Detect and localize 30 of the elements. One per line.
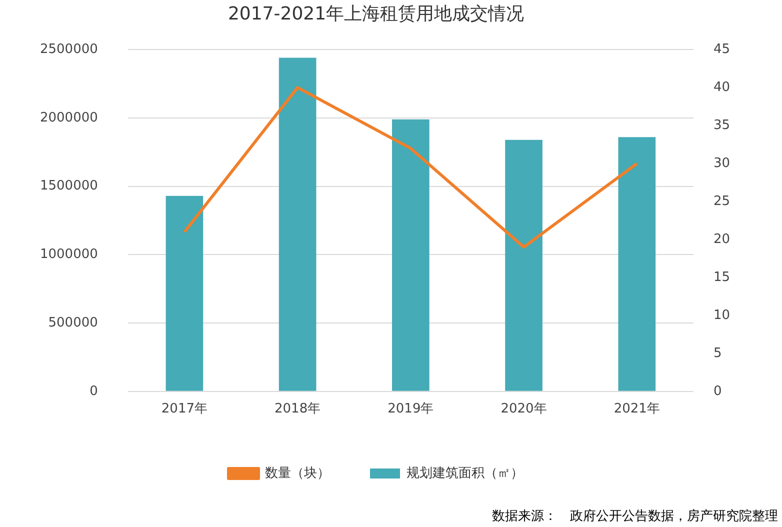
- y-tick-label: 1500000: [40, 178, 98, 194]
- x-tick-label: 2018年: [274, 402, 321, 417]
- x-tick-label: 2017年: [161, 402, 208, 417]
- y-tick-label: 0: [90, 384, 98, 399]
- y2-tick-label: 5: [713, 346, 722, 361]
- bar: [166, 196, 204, 391]
- x-tick-label: 2021年: [614, 402, 660, 417]
- y2-tick-label: 30: [713, 156, 730, 171]
- bar: [618, 137, 656, 391]
- y-tick-label: 500000: [48, 315, 98, 330]
- y2-tick-label: 45: [713, 42, 730, 57]
- y2-tick-label: 35: [713, 118, 730, 133]
- y-tick-label: 1000000: [40, 247, 98, 262]
- y2-tick-label: 20: [713, 232, 730, 247]
- chart-title: 2017-2021年上海租赁用地成交情况: [228, 3, 524, 24]
- bar: [505, 140, 542, 391]
- y-tick-label: 2000000: [40, 110, 98, 126]
- y2-tick-label: 10: [713, 308, 730, 323]
- x-tick-label: 2020年: [500, 402, 547, 417]
- legend-label: 规划建筑面积（㎡）: [406, 466, 524, 481]
- source-note: 数据来源： 政府公开公告数据，房产研究院整理: [492, 508, 778, 525]
- y2-tick-label: 25: [713, 194, 730, 209]
- y2-tick-label: 40: [713, 80, 730, 95]
- y2-tick-label: 15: [713, 270, 730, 285]
- bar: [278, 58, 316, 391]
- y2-tick-label: 0: [713, 384, 722, 399]
- bar: [392, 119, 430, 391]
- x-tick-label: 2019年: [388, 402, 434, 417]
- legend-label: 数量（块）: [265, 466, 330, 481]
- y-tick-label: 2500000: [40, 42, 98, 57]
